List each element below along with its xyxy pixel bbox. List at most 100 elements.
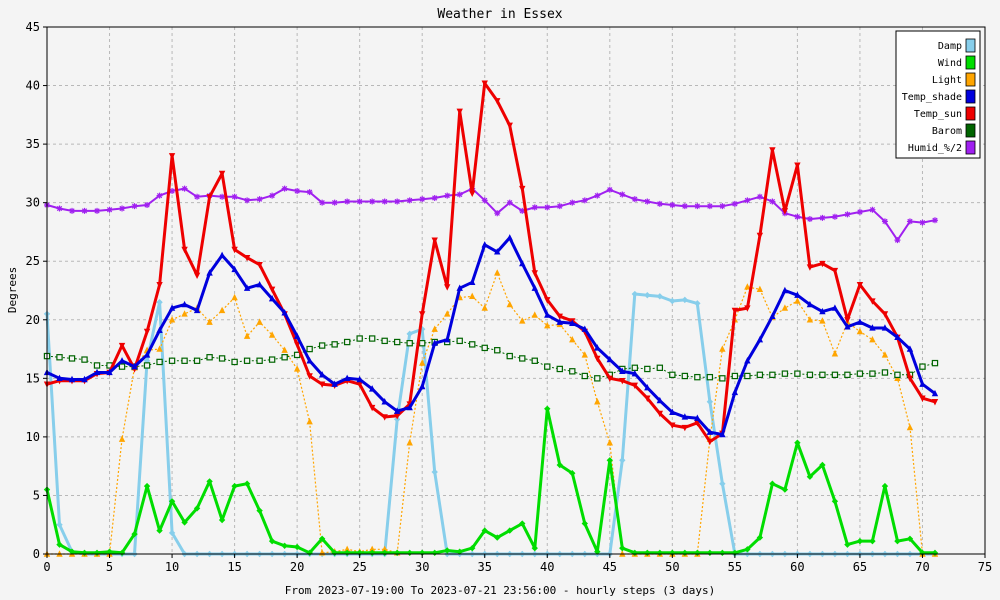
data-point [594, 548, 601, 555]
data-point [706, 549, 714, 557]
data-point [919, 219, 926, 226]
data-point [931, 399, 939, 406]
data-point [519, 207, 526, 214]
data-point [606, 375, 613, 383]
data-point [193, 357, 201, 364]
data-point [719, 480, 726, 487]
data-point [356, 381, 363, 388]
data-point [631, 196, 638, 203]
data-point [531, 284, 538, 291]
data-point [231, 193, 238, 200]
data-point [881, 324, 889, 331]
data-point [68, 548, 76, 555]
data-point [919, 395, 926, 402]
x-tick-label: 30 [415, 560, 429, 574]
y-tick-label: 0 [33, 547, 40, 561]
data-point [506, 352, 513, 360]
data-point [581, 372, 588, 380]
y-axis-label: Degrees [6, 267, 19, 313]
data-point [231, 246, 238, 254]
data-point [731, 200, 738, 207]
data-point [431, 339, 438, 346]
data-point [681, 296, 689, 304]
data-point [569, 368, 576, 375]
data-point [419, 359, 426, 366]
data-point [318, 371, 326, 378]
data-point [544, 321, 551, 329]
data-point [256, 262, 263, 269]
data-point [744, 546, 751, 553]
data-point [869, 537, 876, 545]
data-point [331, 380, 338, 387]
data-point [444, 284, 451, 291]
data-point [306, 189, 313, 196]
data-point [744, 283, 751, 290]
data-point [856, 327, 864, 335]
data-point [581, 325, 588, 332]
data-point [343, 545, 351, 553]
data-point [719, 430, 726, 438]
data-point [494, 248, 501, 255]
data-point [368, 335, 376, 342]
data-point [806, 371, 814, 379]
data-point [881, 369, 889, 376]
data-point [831, 371, 839, 379]
data-point [219, 193, 226, 200]
data-point [744, 305, 751, 312]
data-point [744, 357, 751, 364]
data-point [869, 370, 876, 377]
data-point [293, 332, 301, 339]
plot-frame [46, 26, 986, 555]
data-point [506, 122, 513, 130]
data-point [218, 306, 226, 314]
data-point [756, 335, 764, 343]
legend-swatch [965, 123, 976, 138]
data-point [118, 342, 126, 350]
data-point [293, 341, 301, 349]
data-point [919, 363, 926, 370]
data-point [819, 260, 826, 268]
data-point [906, 535, 914, 542]
data-point [594, 398, 601, 405]
data-point [381, 398, 388, 405]
data-point [544, 363, 551, 370]
data-point [181, 300, 188, 308]
data-point [806, 264, 814, 271]
data-point [206, 354, 213, 361]
data-point [481, 304, 488, 311]
data-point [456, 284, 463, 291]
data-point [769, 147, 776, 154]
data-point [881, 311, 889, 318]
grid [47, 27, 985, 554]
x-tick-label: 65 [853, 560, 867, 574]
data-point [419, 311, 426, 318]
data-point [844, 317, 851, 324]
data-point [281, 354, 288, 361]
data-point [481, 197, 488, 204]
data-point [769, 480, 776, 487]
data-point [906, 423, 914, 431]
data-point [156, 326, 163, 334]
data-point [819, 214, 826, 221]
data-point [494, 269, 501, 276]
data-point [694, 414, 701, 421]
x-tick-label: 5 [106, 560, 113, 574]
data-point [143, 362, 151, 369]
data-point [894, 371, 901, 379]
data-point [644, 549, 651, 557]
data-point [694, 203, 701, 210]
data-point [168, 529, 176, 537]
data-point [444, 310, 451, 317]
data-point [218, 355, 226, 362]
data-point [381, 198, 388, 205]
series-temp-sun [43, 80, 939, 446]
data-point [819, 307, 826, 315]
data-point [681, 203, 688, 210]
data-point [181, 310, 188, 317]
data-point [56, 374, 63, 382]
data-point [231, 482, 238, 490]
data-point [781, 370, 789, 377]
data-point [69, 207, 76, 214]
data-point [506, 527, 513, 534]
